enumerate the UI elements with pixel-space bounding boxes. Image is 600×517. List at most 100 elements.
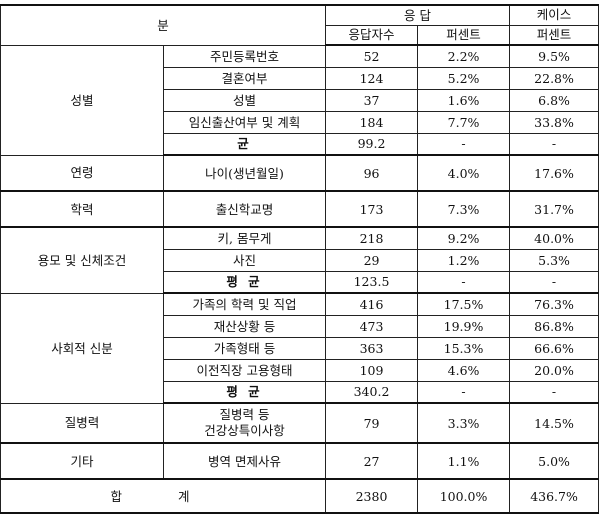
- average-case: -: [509, 380, 600, 404]
- item-label: 사진: [162, 248, 327, 272]
- average-percent: -: [417, 132, 511, 156]
- item-case: 86.8%: [509, 314, 600, 338]
- group-label-gender: 성별: [0, 44, 164, 156]
- table-row: 사회적 신분 가족의 학력 및 직업 416 17.5% 76.3%: [0, 292, 600, 404]
- item-case: 9.5%: [509, 44, 600, 68]
- item-percent: 4.6%: [417, 358, 511, 382]
- item-case: 40.0%: [509, 226, 600, 250]
- item-percent: 5.2%: [417, 66, 511, 90]
- item-percent: 4.0%: [417, 154, 511, 192]
- item-count: 37: [325, 88, 419, 112]
- item-case: 22.8%: [509, 66, 600, 90]
- item-percent: 1.6%: [417, 88, 511, 112]
- item-case: 5.3%: [509, 248, 600, 272]
- item-percent: 3.3%: [417, 402, 511, 444]
- header-row-1: 분 응 답 케이스: [0, 4, 600, 46]
- average-label: 평 균: [162, 380, 327, 404]
- item-count: 363: [325, 336, 419, 360]
- item-label: 이전직장 고용형태: [162, 358, 327, 382]
- item-count: 184: [325, 110, 419, 134]
- table-row: 임신출산여부 및 계획 184 7.7% 33.8%: [1, 110, 600, 134]
- average-count: 123.5: [325, 270, 419, 294]
- item-case: 66.6%: [509, 336, 600, 360]
- table-row: 연령 나이(생년월일) 96 4.0% 17.6%: [0, 154, 600, 192]
- item-percent: 2.2%: [417, 44, 511, 68]
- statistics-table: 분 응 답 케이스 응답자수 퍼센트 퍼센트 성별 주민등록번호 52 2.2%…: [0, 4, 600, 514]
- total-label: 합 계: [0, 478, 327, 514]
- total-count: 2380: [325, 478, 419, 514]
- total-row: 합 계 2380 100.0% 436.7%: [0, 478, 600, 514]
- average-count: 99.2: [325, 132, 419, 156]
- item-count: 29: [325, 248, 419, 272]
- group-label-appearance: 용모 및 신체조건: [0, 226, 164, 294]
- item-count: 27: [325, 442, 419, 480]
- item-case: 14.5%: [509, 402, 600, 444]
- total-percent: 100.0%: [417, 478, 511, 514]
- item-case: 17.6%: [509, 154, 600, 192]
- average-case: -: [509, 270, 600, 294]
- table-row: 성별 37 1.6% 6.8%: [1, 88, 600, 112]
- group-label-education: 학력: [0, 190, 164, 228]
- table-row: 질병력 질병력 등 건강상특이사항 79 3.3% 14.5%: [0, 402, 600, 444]
- header-category: 분: [0, 4, 327, 46]
- item-label: 질병력 등 건강상특이사항: [162, 402, 327, 444]
- average-row: 평 균 340.2 - -: [1, 380, 600, 404]
- total-case: 436.7%: [509, 478, 600, 514]
- item-case: 20.0%: [509, 358, 600, 382]
- item-label: 나이(생년월일): [162, 154, 327, 192]
- item-count: 173: [325, 190, 419, 228]
- table-row: 결혼여부 124 5.2% 22.8%: [1, 66, 600, 90]
- average-label: 평 균: [162, 270, 327, 294]
- item-label: 재산상황 등: [162, 314, 327, 338]
- item-label: 성별: [162, 88, 327, 112]
- item-percent: 17.5%: [417, 292, 511, 316]
- item-label: 결혼여부: [162, 66, 327, 90]
- item-count: 79: [325, 402, 419, 444]
- header-count: 응답자수: [325, 24, 419, 46]
- average-percent: -: [417, 380, 511, 404]
- item-count: 124: [325, 66, 419, 90]
- table-row: 성별 주민등록번호 52 2.2% 9.5%: [0, 44, 600, 156]
- item-label: 가족의 학력 및 직업: [162, 292, 327, 316]
- item-percent: 19.9%: [417, 314, 511, 338]
- item-percent: 9.2%: [417, 226, 511, 250]
- group-label-other: 기타: [0, 442, 164, 480]
- item-label-line-2: 건강상특이사항: [204, 423, 285, 438]
- item-percent: 7.3%: [417, 190, 511, 228]
- item-count: 52: [325, 44, 419, 68]
- header-row-2: 응답자수 퍼센트 퍼센트: [1, 24, 600, 46]
- item-case: 5.0%: [509, 442, 600, 480]
- item-case: 31.7%: [509, 190, 600, 228]
- header-case-1: 케이스: [536, 7, 572, 23]
- header-case-percent: 퍼센트: [509, 24, 600, 46]
- item-count: 96: [325, 154, 419, 192]
- header-response: 응 답: [325, 4, 511, 26]
- item-percent: 1.1%: [417, 442, 511, 480]
- average-row: 평 균 123.5 - -: [1, 270, 600, 294]
- item-label-line-1: 질병력 등: [219, 407, 270, 422]
- item-count: 218: [325, 226, 419, 250]
- average-percent: -: [417, 270, 511, 294]
- group-label-social-status: 사회적 신분: [0, 292, 164, 404]
- average-label: 균: [162, 132, 327, 156]
- item-label: 병역 면제사유: [162, 442, 327, 480]
- item-label: 임신출산여부 및 계획: [162, 110, 327, 134]
- item-count: 473: [325, 314, 419, 338]
- item-count: 109: [325, 358, 419, 382]
- average-row: 균 99.2 - -: [1, 132, 600, 156]
- item-case: 6.8%: [509, 88, 600, 112]
- item-label: 주민등록번호: [162, 44, 327, 68]
- item-label: 키, 몸무게: [162, 226, 327, 250]
- table-row: 용모 및 신체조건 키, 몸무게 218 9.2% 40.0%: [0, 226, 600, 294]
- group-label-medical-history: 질병력: [0, 402, 164, 444]
- group-label-age: 연령: [0, 154, 164, 192]
- average-case: -: [509, 132, 600, 156]
- average-count: 340.2: [325, 380, 419, 404]
- item-label: 출신학교명: [162, 190, 327, 228]
- table-row: 기타 병역 면제사유 27 1.1% 5.0%: [0, 442, 600, 480]
- item-count: 416: [325, 292, 419, 316]
- item-percent: 7.7%: [417, 110, 511, 134]
- item-percent: 15.3%: [417, 336, 511, 360]
- table-row: 재산상황 등 473 19.9% 86.8%: [1, 314, 600, 338]
